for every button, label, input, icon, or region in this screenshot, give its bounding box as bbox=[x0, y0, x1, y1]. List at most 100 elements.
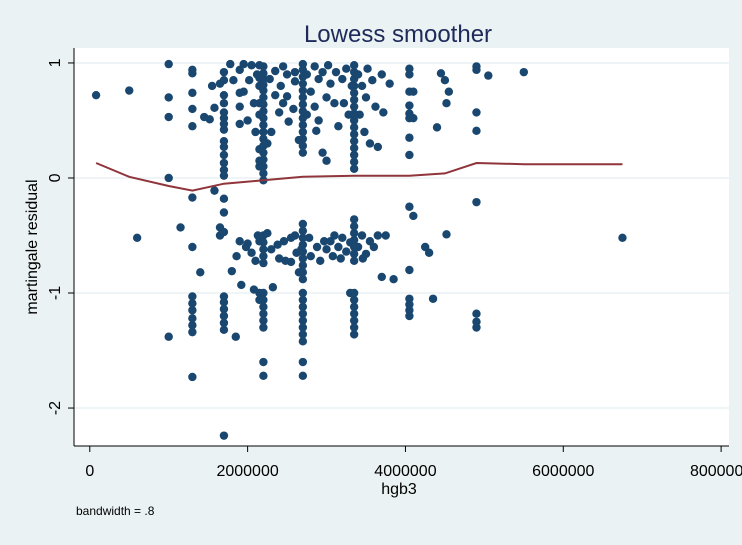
scatter-point bbox=[472, 126, 481, 136]
scatter-point bbox=[231, 332, 240, 341]
scatter-point bbox=[349, 288, 359, 298]
scatter-point bbox=[349, 143, 359, 153]
scatter-point bbox=[276, 81, 285, 91]
scatter-point bbox=[298, 79, 308, 88]
scatter-point bbox=[188, 372, 197, 382]
scatter-point bbox=[424, 248, 434, 257]
scatter-point bbox=[259, 357, 268, 367]
scatter-point bbox=[219, 227, 229, 237]
scatter-point bbox=[243, 116, 252, 125]
scatter-point bbox=[219, 142, 229, 152]
scatter-point bbox=[349, 130, 359, 139]
scatter-point bbox=[259, 148, 268, 157]
scatter-point bbox=[389, 275, 398, 284]
grid-layer bbox=[74, 62, 729, 409]
scatter-point bbox=[405, 133, 414, 142]
scatter-point bbox=[334, 122, 343, 131]
scatter-point bbox=[349, 116, 359, 125]
scatter-point bbox=[312, 242, 322, 252]
scatter-point bbox=[164, 112, 173, 122]
scatter-point bbox=[298, 268, 308, 277]
scatter-point bbox=[298, 337, 308, 346]
scatter-point bbox=[349, 295, 359, 305]
bandwidth-note: bandwidth = .8 bbox=[76, 504, 155, 518]
scatter-points bbox=[91, 59, 627, 440]
scatter-point bbox=[338, 74, 347, 84]
scatter-point bbox=[316, 256, 325, 266]
scatter-point bbox=[355, 110, 364, 119]
scatter-point bbox=[472, 65, 481, 75]
scatter-point bbox=[322, 245, 331, 254]
scatter-point bbox=[274, 108, 284, 117]
scatter-point bbox=[244, 76, 254, 85]
scatter-point bbox=[361, 249, 371, 259]
scatter-point bbox=[342, 247, 351, 256]
scatter-point bbox=[298, 141, 308, 150]
scatter-point bbox=[259, 107, 268, 116]
x-axis-label: hgb3 bbox=[381, 481, 417, 498]
scatter-point bbox=[349, 164, 359, 173]
scatter-point bbox=[381, 231, 390, 240]
scatter-point bbox=[219, 150, 229, 160]
scatter-point bbox=[229, 76, 238, 85]
scatter-point bbox=[219, 165, 229, 175]
scatter-point bbox=[306, 87, 315, 96]
scatter-point bbox=[405, 311, 414, 321]
scatter-point bbox=[282, 92, 292, 101]
scatter-point bbox=[328, 252, 338, 261]
scatter-point bbox=[188, 321, 197, 330]
scatter-point bbox=[274, 254, 284, 263]
scatter-point bbox=[259, 93, 268, 102]
scatter-point bbox=[210, 103, 219, 113]
scatter-point bbox=[219, 158, 229, 168]
scatter-point bbox=[298, 357, 308, 367]
scatter-point bbox=[353, 70, 363, 79]
scatter-point bbox=[219, 113, 229, 123]
scatter-point bbox=[91, 90, 101, 100]
scatter-point bbox=[219, 298, 229, 307]
scatter-point bbox=[409, 113, 418, 123]
y-tick-label: -2 bbox=[47, 401, 64, 415]
scatter-point bbox=[484, 71, 493, 80]
scatter-point bbox=[259, 80, 268, 90]
scatter-point bbox=[259, 162, 268, 171]
scatter-point bbox=[331, 67, 341, 77]
scatter-point bbox=[259, 258, 268, 268]
scatter-point bbox=[188, 193, 197, 202]
scatter-point bbox=[371, 102, 380, 111]
scatter-point bbox=[188, 104, 197, 114]
scatter-point bbox=[377, 272, 386, 282]
scatter-point bbox=[432, 123, 442, 132]
scatter-point bbox=[298, 100, 308, 109]
scatter-point bbox=[519, 67, 529, 77]
scatter-point bbox=[368, 76, 377, 85]
scatter-point bbox=[164, 332, 173, 341]
scatter-point bbox=[239, 59, 248, 69]
y-tick-label: 1 bbox=[47, 58, 64, 67]
scatter-point bbox=[349, 302, 359, 312]
scatter-point bbox=[349, 81, 359, 91]
scatter-point bbox=[405, 202, 414, 211]
scatter-point bbox=[298, 323, 308, 332]
scatter-point bbox=[349, 88, 359, 98]
scatter-point bbox=[342, 64, 351, 73]
scatter-point bbox=[219, 208, 229, 217]
scatter-point bbox=[349, 222, 359, 231]
scatter-point bbox=[219, 125, 229, 134]
scatter-point bbox=[268, 283, 278, 292]
scatter-point bbox=[271, 90, 280, 100]
scatter-point bbox=[298, 254, 308, 263]
scatter-point bbox=[207, 81, 217, 91]
scatter-point bbox=[219, 292, 229, 301]
scatter-point bbox=[405, 300, 414, 309]
scatter-point bbox=[243, 239, 252, 248]
scatter-point bbox=[405, 101, 414, 110]
scatter-point bbox=[302, 70, 312, 79]
scatter-point bbox=[251, 127, 260, 137]
scatter-point bbox=[247, 248, 256, 257]
scatter-point bbox=[219, 171, 229, 180]
scatter-point bbox=[369, 242, 379, 252]
scatter-point bbox=[338, 233, 347, 242]
scatter-point bbox=[405, 306, 414, 315]
scatter-point bbox=[472, 108, 481, 117]
